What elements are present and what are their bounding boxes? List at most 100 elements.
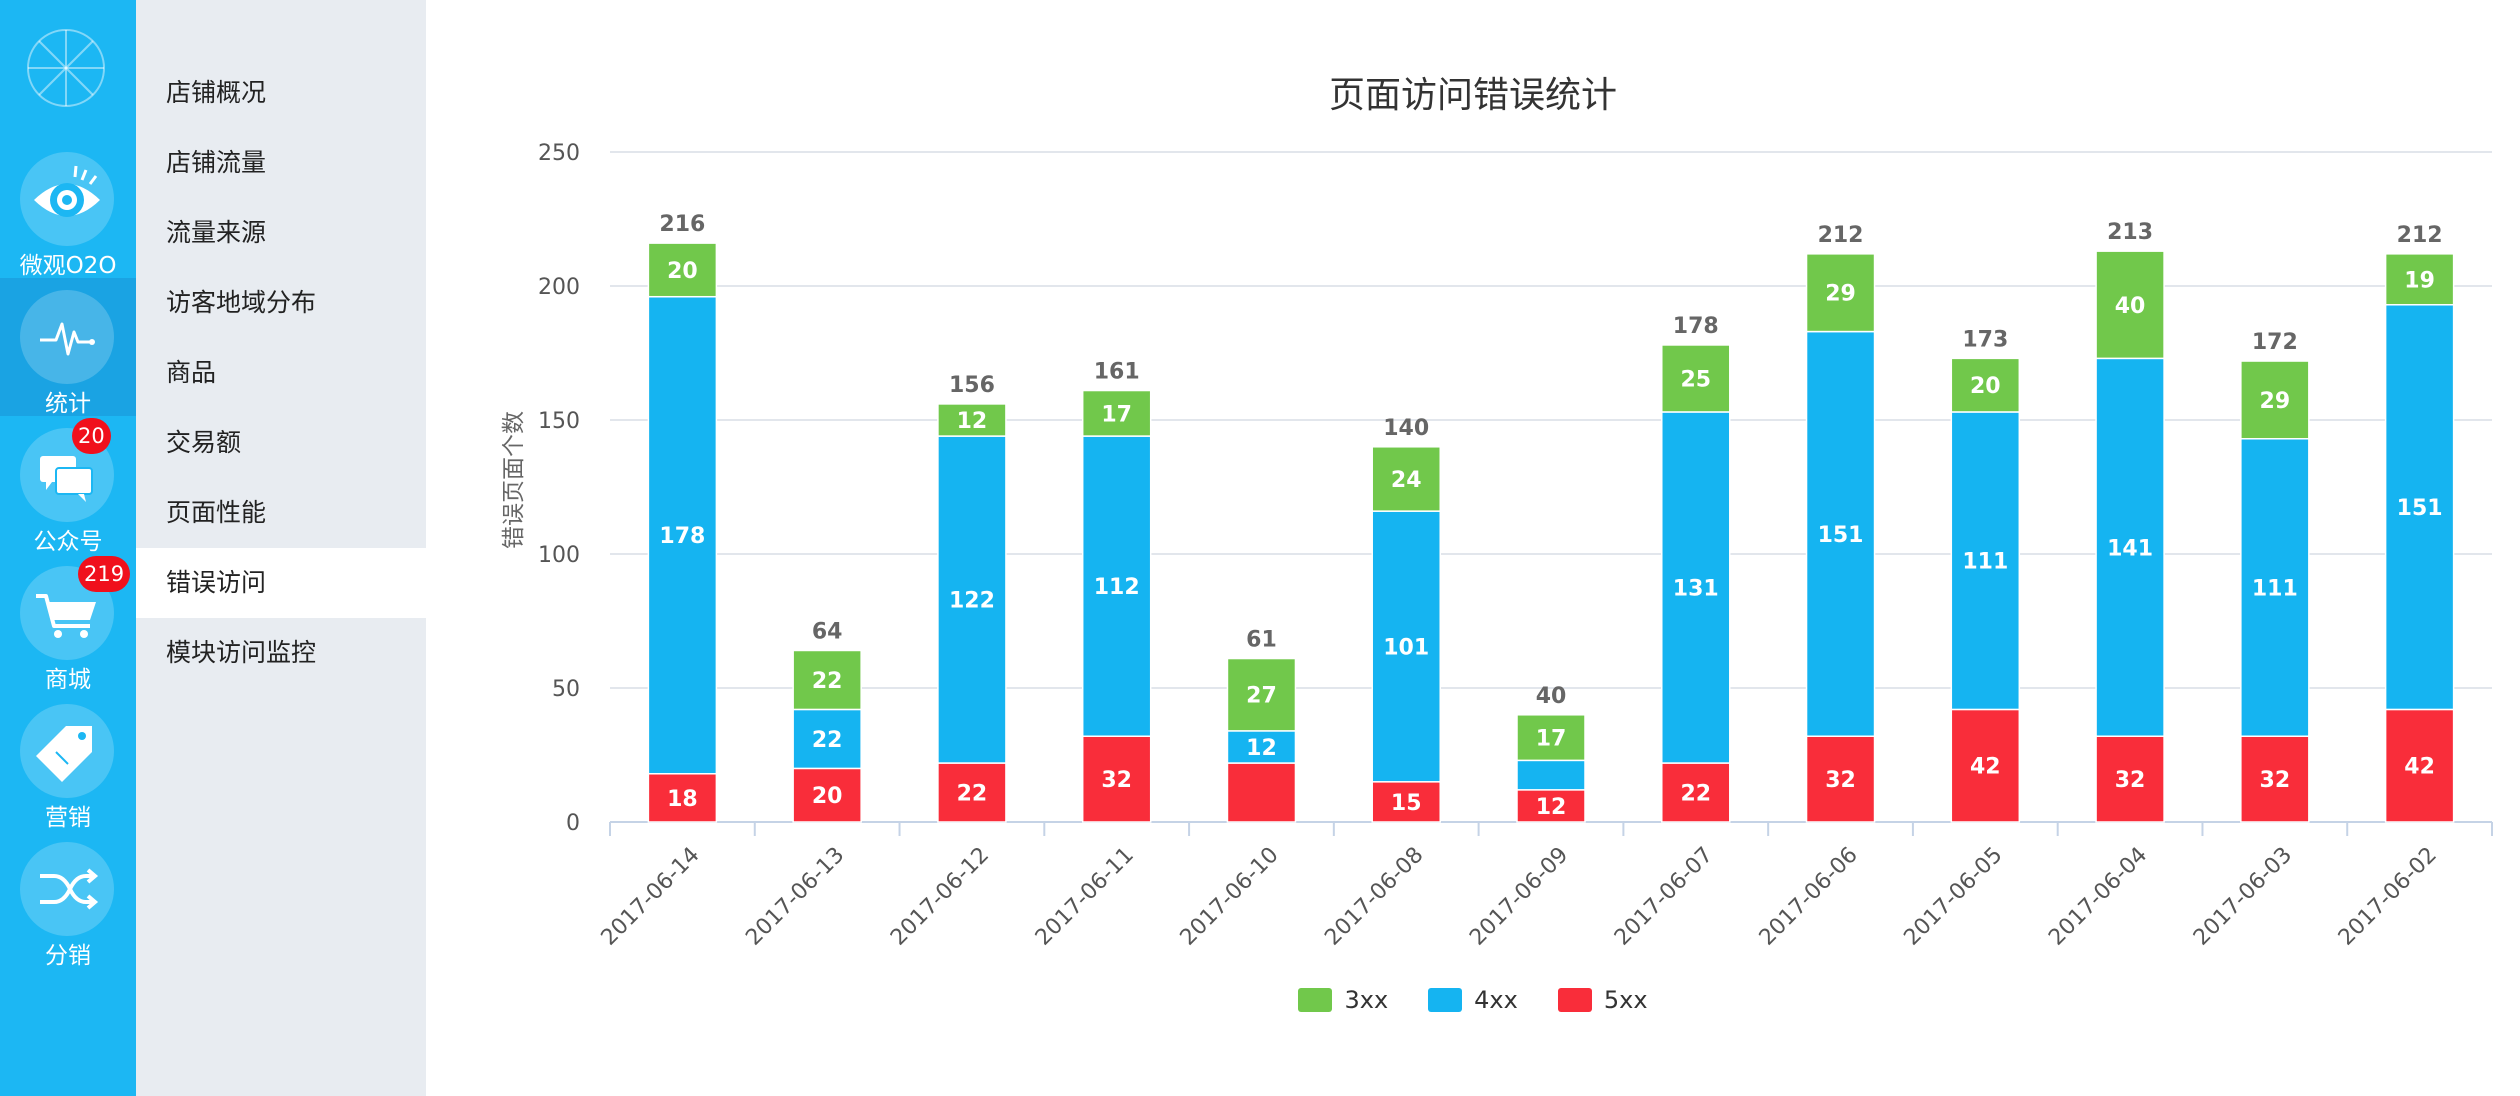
bar-segment-5xx [1805, 735, 1876, 823]
bar-segment-3xx [937, 403, 1007, 437]
total-label: 156 [949, 373, 995, 398]
total-label: 172 [2252, 330, 2298, 355]
submenu-item-products[interactable]: 商品 [166, 358, 217, 387]
rail-item-mall[interactable]: 219 商城 [0, 554, 136, 693]
bar-segment-5xx [647, 773, 718, 823]
chart-panel: 页面访问错误统计 错误页面个数 0 50 100 150 200 250 18 178 20 21… [426, 0, 2520, 1096]
data-label: 22 [812, 669, 843, 694]
x-tick-label: 2017-06-09 [1465, 843, 1573, 951]
shuffle-icon [20, 842, 114, 936]
rail-item-statistics[interactable]: 统计 [0, 278, 136, 417]
unread-badge: 20 [72, 418, 111, 454]
total-label: 216 [659, 212, 705, 237]
data-label: 15 [1391, 791, 1422, 816]
data-label: 17 [1101, 402, 1132, 427]
bar-segment-5xx [1371, 781, 1441, 823]
bar-segment-4xx [2384, 304, 2455, 711]
data-label: 40 [2115, 294, 2146, 319]
total-label: 61 [1246, 628, 1277, 653]
x-tick-label: 2017-06-11 [1031, 843, 1139, 951]
bar-segment-3xx [1950, 357, 2021, 413]
data-label: 20 [1970, 374, 2001, 399]
data-label: 22 [1680, 782, 1711, 807]
rail-label: 微观O2O [19, 253, 117, 279]
bar-segment-3xx [1516, 714, 1586, 762]
data-label: 101 [1383, 635, 1429, 660]
x-tick-label: 2017-06-06 [1755, 843, 1863, 951]
bar-segment-5xx [1226, 762, 1297, 823]
bar-segment-3xx [1226, 657, 1297, 732]
data-label: 131 [1673, 577, 1719, 602]
x-tick-label: 2017-06-02 [2334, 843, 2442, 951]
data-label: 42 [1970, 755, 2001, 780]
rail-item-o2o[interactable]: 微观O2O [0, 140, 136, 279]
bar-segment-3xx [2095, 250, 2165, 360]
total-label: 178 [1673, 314, 1719, 339]
y-tick-label: 100 [538, 543, 580, 568]
bar-segment-4xx [647, 295, 718, 775]
bar-segment-5xx [1081, 735, 1152, 823]
total-label: 212 [1818, 223, 1864, 248]
legend-label: 3xx [1344, 986, 1389, 1014]
data-label: 22 [812, 728, 843, 753]
rail-label: 营销 [45, 805, 91, 831]
submenu-item-shop-traffic[interactable]: 店铺流量 [166, 148, 267, 177]
data-label: 29 [2260, 389, 2291, 414]
rail-item-distribution[interactable]: 分销 [0, 830, 136, 969]
bar-segment-3xx [1081, 389, 1152, 437]
total-label: 212 [2397, 223, 2443, 248]
data-label: 141 [2107, 536, 2153, 561]
y-tick-label: 200 [538, 275, 580, 300]
rail-item-official-account[interactable]: 20 公众号 [0, 416, 136, 555]
data-label: 17 [1536, 727, 1567, 752]
y-tick-label: 0 [566, 811, 580, 836]
data-label: 12 [957, 409, 988, 434]
bar-segment-5xx [1516, 789, 1586, 823]
total-label: 40 [1536, 684, 1567, 709]
total-label: 213 [2107, 220, 2153, 245]
submenu-item-module-monitor[interactable]: 模块访问监控 [166, 638, 317, 667]
icon-rail: 微观O2O 统计 20 公众号 [0, 0, 136, 1096]
stacked-bar-chart: 0 50 100 150 200 250 18 178 20 216 2017-06-14 20 22 2… [538, 141, 2493, 951]
bar-segment-3xx [792, 649, 862, 711]
data-label: 151 [1818, 523, 1864, 548]
submenu-item-page-performance[interactable]: 页面性能 [166, 498, 267, 527]
x-tick-label: 2017-06-13 [741, 843, 849, 951]
total-label: 140 [1383, 416, 1429, 441]
data-label: 178 [659, 524, 705, 549]
submenu-item-shop-overview[interactable]: 店铺概况 [166, 78, 267, 107]
legend-item-5xx[interactable]: 5xx [1557, 986, 1648, 1014]
legend-item-3xx[interactable]: 3xx [1298, 986, 1388, 1014]
bar-segment-4xx [1081, 435, 1152, 737]
rail-label: 统计 [45, 391, 91, 417]
bar-segment-3xx [1805, 253, 1876, 333]
x-tick-label: 2017-06-04 [2044, 843, 2152, 951]
submenu-item-transaction[interactable]: 交易额 [166, 428, 242, 457]
data-label: 32 [2260, 768, 2291, 793]
data-label: 32 [1825, 768, 1856, 793]
pulse-icon [20, 290, 114, 384]
bar-segment-5xx [2095, 735, 2165, 823]
rail-item-marketing[interactable]: 营销 [0, 692, 136, 831]
logo-icon [24, 26, 108, 110]
data-label: 32 [1101, 768, 1132, 793]
y-tick-label: 50 [552, 677, 580, 702]
x-tick-label: 2017-06-03 [2189, 843, 2297, 951]
x-tick-label: 2017-06-12 [886, 843, 994, 951]
bar-segment-5xx [2240, 735, 2310, 823]
data-label: 111 [2252, 577, 2298, 602]
submenu-item-visitor-region[interactable]: 访客地域分布 [166, 288, 317, 317]
x-tick-label: 2017-06-10 [1176, 843, 1284, 951]
submenu-item-error-access[interactable]: 错误访问 [136, 548, 426, 618]
bar-segment-3xx [1371, 446, 1441, 512]
bar-segment-4xx [1516, 759, 1586, 791]
bar-segment-5xx [1950, 708, 2021, 823]
total-label: 64 [812, 619, 843, 644]
submenu-item-traffic-source[interactable]: 流量来源 [166, 218, 267, 247]
order-badge: 219 [78, 556, 131, 592]
y-tick-label: 250 [538, 141, 580, 166]
data-label: 42 [2404, 755, 2435, 780]
x-tick-label: 2017-06-07 [1610, 843, 1718, 951]
bar-segment-5xx [792, 767, 862, 823]
legend-item-4xx[interactable]: 4xx [1428, 986, 1518, 1014]
